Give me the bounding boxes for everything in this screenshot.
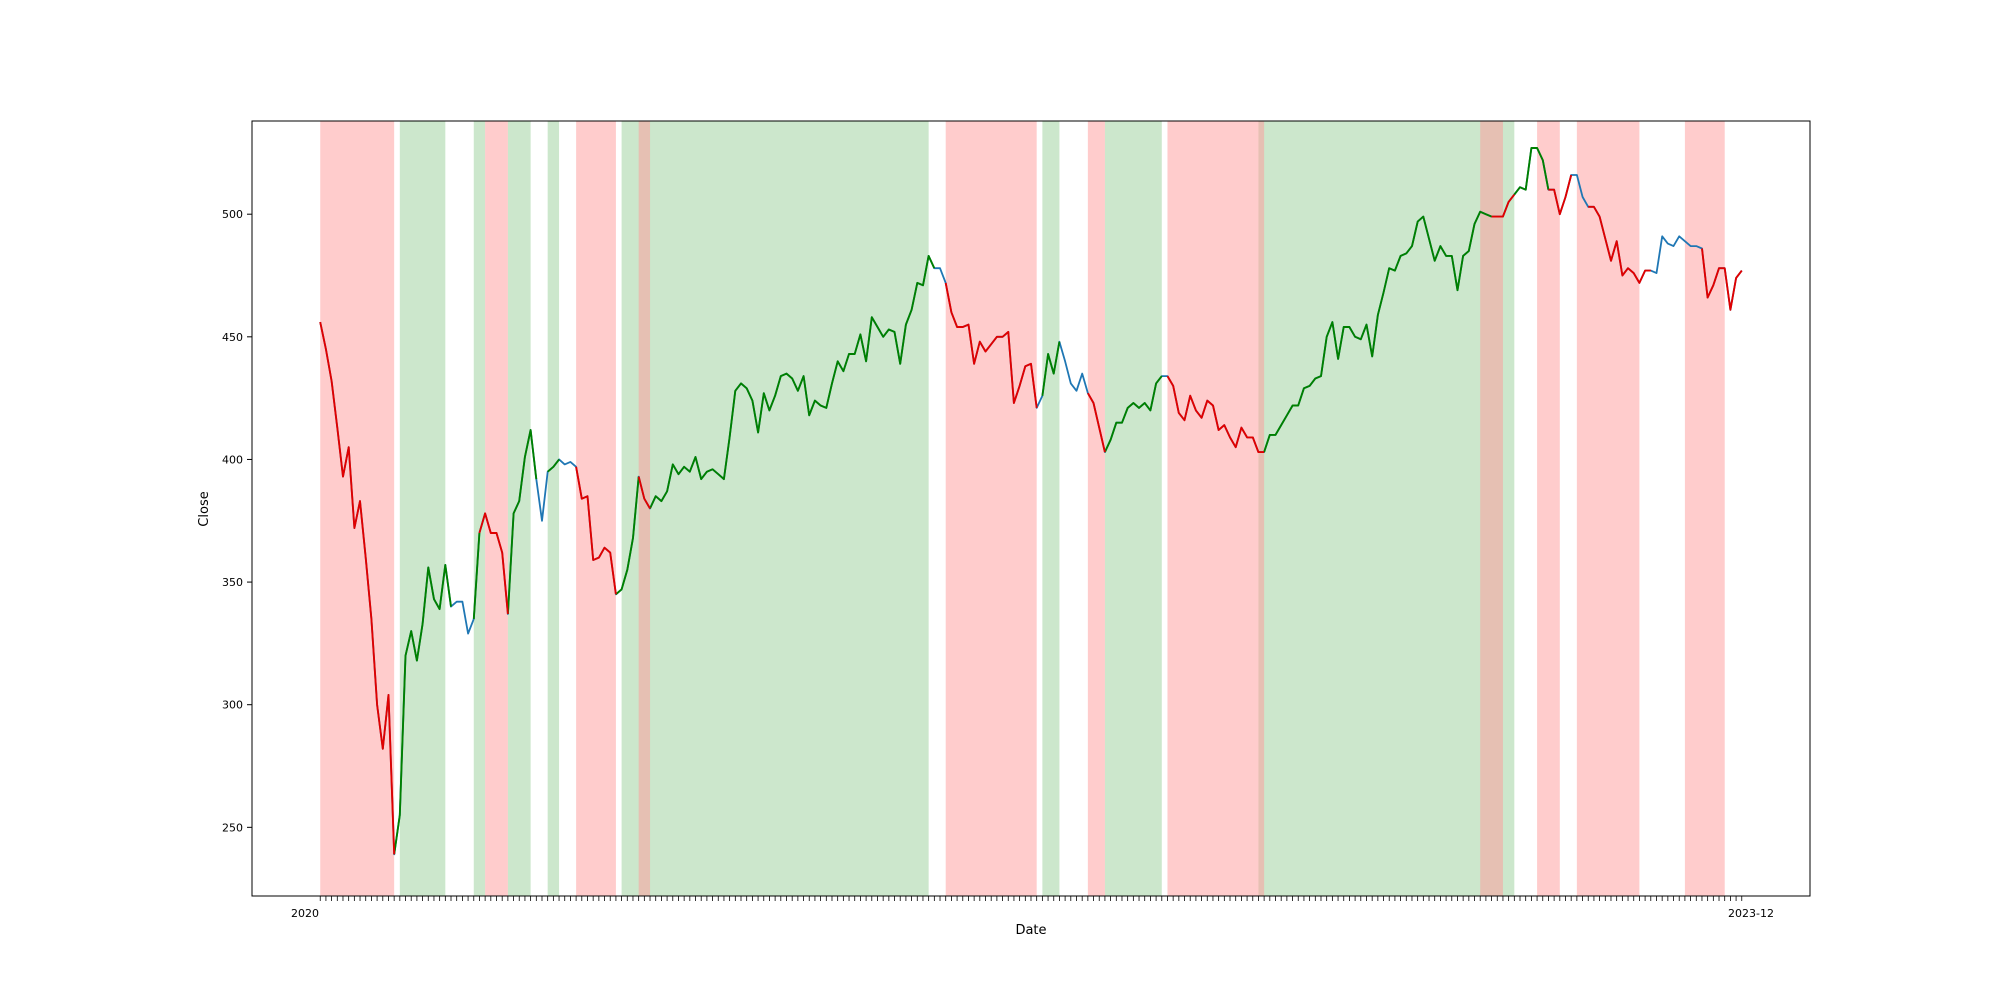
- close-line-up-segment-3: [547, 458, 560, 473]
- shaded-regions: [320, 121, 1725, 896]
- y-axis-label: Close: [197, 491, 212, 526]
- down-region-0: [320, 121, 395, 896]
- close-line-down-segment-2: [575, 466, 617, 595]
- close-line-up-segment-2: [506, 429, 538, 615]
- down-region-9: [1576, 121, 1640, 896]
- up-region-2: [507, 121, 531, 896]
- close-line-up-segment-1: [472, 532, 481, 619]
- down-region-2: [576, 121, 616, 896]
- y-axis: 250 300 350 400 450 500: [222, 208, 252, 834]
- down-region-7: [1480, 121, 1503, 896]
- close-line-down-segment-5: [1087, 392, 1106, 453]
- close-line-down-segment-7: [1491, 194, 1516, 218]
- x-axis: [319, 896, 1743, 901]
- close-price-line: [319, 147, 1743, 856]
- up-region-7: [1258, 121, 1515, 896]
- down-region-5: [1087, 121, 1105, 896]
- down-region-1: [485, 121, 508, 896]
- down-region-8: [1537, 121, 1560, 896]
- close-line-down-segment-0: [319, 321, 396, 855]
- close-line-up-segment-7: [1104, 375, 1163, 453]
- close-line-up-segment-6: [1041, 341, 1061, 396]
- down-region-4: [945, 121, 1037, 896]
- close-line-down-segment-8: [1548, 174, 1573, 216]
- x-tick-label-last: 2023-12: [1728, 907, 1774, 920]
- x-axis-label: Date: [1015, 923, 1046, 938]
- y-tick-label-300: 300: [222, 699, 243, 712]
- up-region-6: [1104, 121, 1162, 896]
- down-region-6: [1167, 121, 1265, 896]
- close-line-up-segment-9: [1513, 147, 1550, 196]
- close-line-up-segment-8: [1263, 210, 1492, 453]
- close-line-up-segment-4: [615, 476, 640, 596]
- close-line-down-segment-1: [478, 512, 509, 615]
- up-region-0: [399, 121, 446, 896]
- y-tick-label-450: 450: [222, 331, 243, 344]
- up-region-1: [473, 121, 486, 896]
- up-region-4: [621, 121, 929, 896]
- y-tick-label-400: 400: [222, 453, 243, 466]
- close-line-up-segment-5: [649, 254, 936, 509]
- y-tick-label-350: 350: [222, 576, 243, 589]
- x-tick-label-first: 2020: [291, 907, 319, 920]
- y-tick-label-500: 500: [222, 208, 243, 221]
- close-line-down-segment-4: [944, 282, 1038, 409]
- close-line-down-segment-9: [1588, 205, 1651, 284]
- down-region-10: [1684, 121, 1725, 896]
- up-region-3: [547, 121, 560, 896]
- up-region-5: [1042, 121, 1060, 896]
- close-line-up-segment-0: [393, 563, 452, 855]
- y-tick-label-250: 250: [222, 821, 243, 834]
- close-line-down-segment-6: [1166, 375, 1265, 454]
- down-region-3: [638, 121, 651, 896]
- close-line-down-segment-3: [637, 476, 651, 509]
- close-line-down-segment-10: [1701, 248, 1743, 311]
